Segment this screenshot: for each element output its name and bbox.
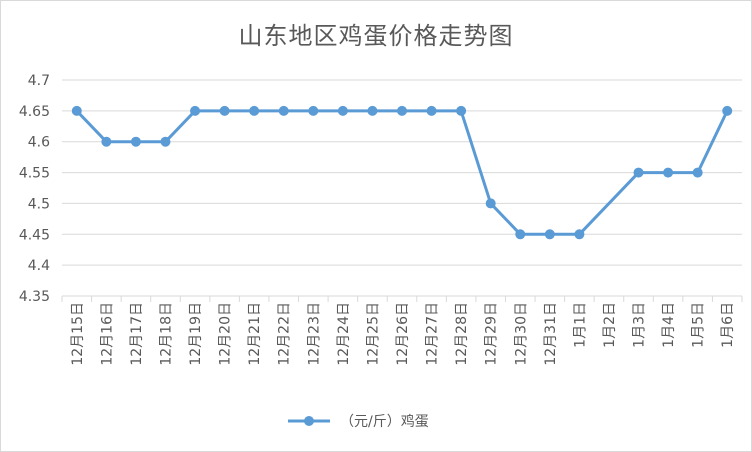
data-point (308, 105, 319, 116)
x-tick-label: 12月25日 (365, 302, 381, 366)
data-point (71, 105, 82, 116)
data-point (337, 105, 348, 116)
y-tick-label: 4.6 (28, 135, 50, 151)
data-point (219, 105, 230, 116)
x-tick-label: 12月29日 (484, 302, 500, 366)
data-point (663, 167, 674, 178)
y-tick-label: 4.45 (19, 227, 50, 243)
x-tick-label: 12月20日 (218, 302, 234, 366)
data-point (160, 136, 171, 147)
data-point (397, 105, 407, 116)
legend: （元/斤）鸡蛋 (288, 413, 429, 430)
x-tick-label: 12月21日 (247, 302, 263, 366)
data-point (190, 105, 201, 116)
x-tick-label: 12月15日 (70, 302, 86, 366)
x-tick-label: 12月18日 (158, 302, 174, 366)
y-tick-label: 4.35 (19, 289, 50, 305)
x-tick-label: 12月28日 (454, 302, 470, 366)
x-tick-label: 1月4日 (661, 302, 677, 348)
data-point (130, 136, 141, 147)
data-point (485, 198, 496, 209)
x-tick-label: 12月30日 (513, 302, 529, 366)
y-tick-label: 4.65 (19, 104, 50, 120)
x-tick-label: 12月24日 (336, 302, 352, 366)
x-tick-label: 12月16日 (99, 302, 115, 366)
data-point (722, 105, 733, 116)
data-point (249, 105, 260, 116)
y-tick-label: 4.7 (28, 73, 50, 89)
x-tick-label: 12月19日 (188, 302, 204, 366)
x-tick-label: 12月22日 (277, 302, 293, 366)
x-tick-label: 1月1日 (572, 302, 588, 348)
series-line (75, 109, 729, 236)
x-tick-label: 1月5日 (691, 302, 707, 348)
y-tick-label: 4.5 (28, 196, 50, 212)
x-axis-ticks: 12月15日 12月16日 12月17日 12月18日 12月19日 12月20日 12月2… (70, 302, 736, 366)
y-tick-label: 4.55 (19, 166, 50, 182)
data-point (426, 105, 437, 116)
data-point (278, 105, 289, 116)
series-group (71, 105, 733, 240)
data-point (692, 167, 703, 178)
y-axis-ticks: 4.35 4.4 4.45 4.5 4.55 4.6 4.65 4.7 (19, 73, 50, 305)
data-point (101, 136, 112, 147)
legend-marker (304, 416, 314, 426)
data-point (544, 229, 555, 240)
x-tick-label: 12月23日 (306, 302, 322, 366)
data-point (574, 229, 585, 240)
data-point (515, 229, 526, 240)
data-point (456, 105, 467, 116)
x-axis (61, 295, 743, 302)
x-tick-label: 1月6日 (720, 302, 736, 348)
x-tick-label: 1月3日 (632, 302, 648, 348)
x-tick-label: 1月2日 (602, 302, 618, 348)
y-tick-label: 4.4 (28, 258, 50, 274)
x-tick-label: 12月31日 (543, 302, 559, 366)
x-tick-label: 12月26日 (395, 302, 411, 366)
x-tick-label: 12月17日 (129, 302, 145, 366)
legend-label: （元/斤）鸡蛋 (340, 413, 429, 430)
data-point (633, 167, 644, 178)
data-point (367, 105, 378, 116)
chart-title: 山东地区鸡蛋价格走势图 (239, 22, 514, 50)
x-tick-label: 12月27日 (425, 302, 441, 366)
